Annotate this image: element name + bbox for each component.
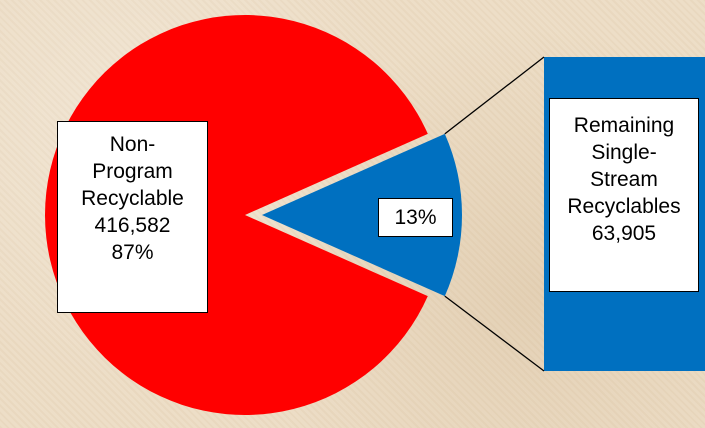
- non-program-label-line-2: Program: [92, 160, 173, 183]
- breakout-value-label: 63,905: [591, 222, 657, 245]
- blue-slice-percent-label: 13%: [378, 198, 453, 237]
- breakout-label-line-2: Single-: [591, 141, 657, 164]
- non-program-percent-label: 87%: [111, 241, 154, 264]
- connector-line-bottom: [444, 295, 545, 372]
- breakout-label-line-3: Stream: [590, 168, 658, 191]
- non-program-value-label: 416,582: [94, 214, 171, 237]
- connector-line-top: [444, 56, 545, 135]
- blue-slice-percent-text: 13%: [394, 206, 437, 229]
- non-program-label-line-3: Recyclable: [81, 187, 184, 210]
- non-program-recyclable-label: Non- Program Recyclable 416,582 87%: [57, 121, 208, 313]
- remaining-single-stream-label: Remaining Single- Stream Recyclables 63,…: [549, 98, 699, 292]
- pie-slice-remaining-single-stream: [262, 133, 462, 297]
- breakout-label-line-1: Remaining: [573, 114, 675, 137]
- breakout-label-line-4: Recyclables: [567, 195, 681, 218]
- non-program-label-line-1: Non-: [109, 133, 156, 156]
- pie-slice-non-program-recyclable: [45, 15, 428, 416]
